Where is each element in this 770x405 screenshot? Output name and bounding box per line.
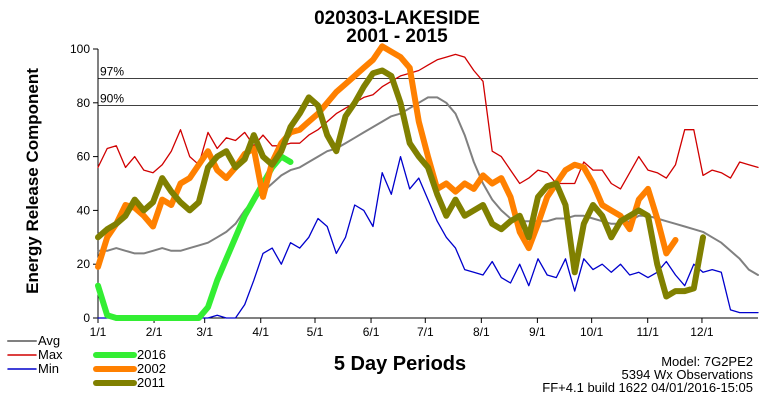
series-line-max [97,53,759,190]
x-tick-label: 1/1 [90,325,107,339]
series-line-avg [97,96,759,276]
x-tick-label: 3/1 [196,325,213,339]
x-tick-label: 4/1 [252,325,269,339]
y-axis-ticks: 0 20 40 60 80 100 [70,42,98,325]
legend-label-min: Min [38,361,59,376]
legend-label-2002: 2002 [137,361,166,376]
x-tick-label: 11/1 [636,325,659,339]
x-tick-label: 7/1 [417,325,434,339]
chart-title: 020303-LAKESIDE [314,8,480,29]
y-tick-label: 100 [70,42,90,56]
series-line-2011 [95,67,706,300]
y-axis-label: Energy Release Component [23,68,42,294]
percentile-lines: 97% 90% [98,65,758,106]
x-axis-label: 5 Day Periods [334,353,466,375]
legend-label-2016: 2016 [137,347,166,362]
x-tick-label: 9/1 [529,325,546,339]
x-tick-label: 2/1 [146,325,163,339]
model-info: Model: 7G2PE2 [661,354,753,369]
y-tick-label: 80 [77,96,91,110]
series-layer [95,43,759,321]
x-axis-ticks: 1/1 2/1 3/1 4/1 5/1 6/1 7/1 8/1 9/1 10/1 11/1 12/1 [90,318,714,339]
chart-subtitle: 2001 - 2015 [346,26,448,47]
y-tick-label: 60 [77,150,91,164]
percentile-label: 97% [100,65,124,79]
y-tick-label: 20 [77,257,91,271]
x-tick-label: 10/1 [580,325,604,339]
legend-label-2011: 2011 [137,375,165,390]
x-tick-label: 5/1 [307,325,324,339]
x-tick-label: 12/1 [690,325,714,339]
legend-label-max: Max [38,347,63,362]
series-line-2002 [95,43,679,270]
observations-info: 5394 Wx Observations [621,367,753,382]
x-tick-label: 6/1 [363,325,380,339]
series-line-min [97,155,759,319]
build-info: FF+4.1 build 1622 04/01/2016-15:05 [542,380,753,395]
x-tick-label: 8/1 [473,325,490,339]
percentile-label: 90% [100,91,124,105]
y-tick-label: 0 [83,311,90,325]
legend-label-avg: Avg [38,333,60,348]
y-tick-label: 40 [77,203,91,217]
series-line-2016 [95,153,294,321]
